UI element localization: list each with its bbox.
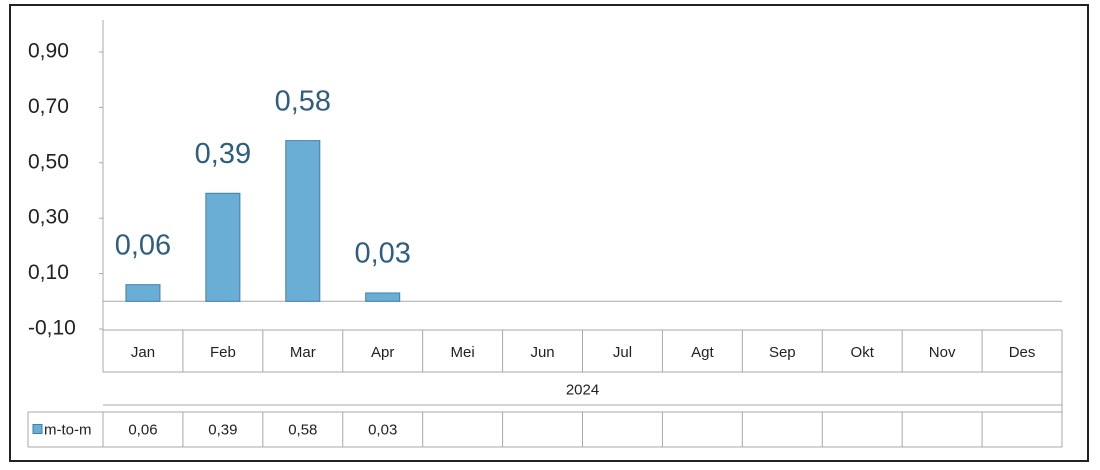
y-tick-label: -0,10 (28, 317, 76, 340)
frame (9, 4, 1089, 462)
table-value: 0,39 (208, 421, 237, 438)
table-value: 0,58 (288, 421, 317, 438)
value-label: 0,58 (275, 85, 331, 117)
x-tick-label: Mar (290, 344, 316, 361)
x-tick-label: Mei (451, 344, 475, 361)
value-label: 0,03 (354, 238, 410, 270)
x-tick-label: Okt (851, 344, 875, 361)
group-label: 2024 (566, 381, 599, 398)
y-tick-label: 0,70 (28, 95, 69, 118)
legend-swatch (32, 424, 43, 434)
x-tick-label: Nov (929, 344, 956, 361)
x-tick-label: Sep (769, 344, 796, 361)
bar (125, 284, 161, 302)
x-tick-label: Agt (691, 344, 714, 361)
bar (365, 292, 401, 302)
table-value: 0,06 (128, 421, 157, 438)
value-label: 0,39 (195, 138, 251, 170)
legend-label: m-to-m (44, 421, 92, 438)
y-tick-label: 0,30 (28, 206, 69, 229)
x-tick-label: Jun (530, 344, 554, 361)
bar (205, 192, 241, 302)
x-tick-label: Feb (210, 344, 236, 361)
value-label: 0,06 (115, 229, 171, 261)
x-tick-label: Des (1009, 344, 1036, 361)
x-tick-label: Jan (131, 344, 155, 361)
x-tick-label: Apr (371, 344, 394, 361)
x-tick-label: Jul (613, 344, 632, 361)
y-tick-label: 0,50 (28, 150, 69, 173)
y-tick-label: 0,90 (28, 40, 69, 63)
table-value: 0,03 (368, 421, 397, 438)
y-tick-label: 0,10 (28, 261, 69, 284)
bar (285, 140, 321, 302)
